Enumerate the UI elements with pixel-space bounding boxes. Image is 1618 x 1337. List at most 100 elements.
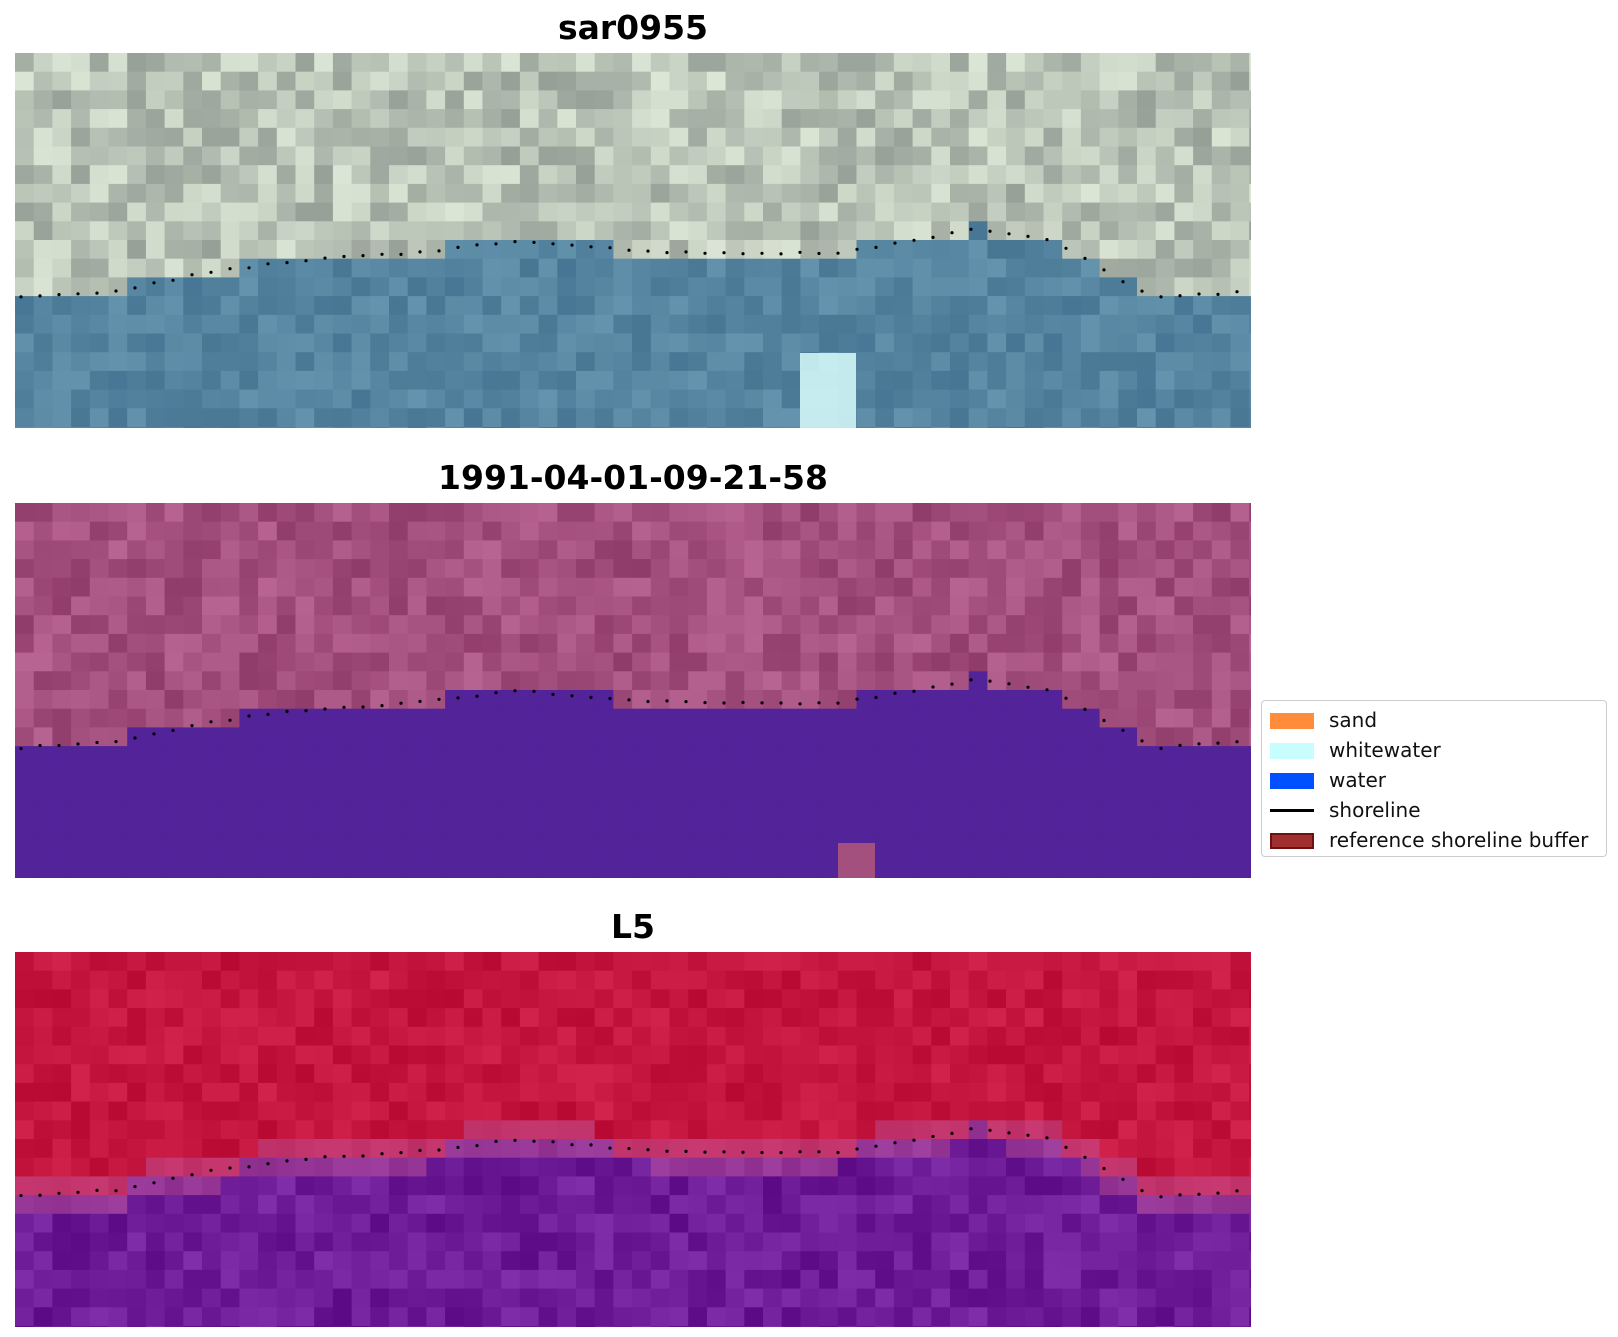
raster-pixel — [220, 952, 240, 972]
raster-pixel — [33, 839, 53, 859]
raster-pixel — [127, 352, 147, 372]
raster-pixel — [1043, 1064, 1063, 1084]
raster-pixel — [370, 221, 390, 241]
raster-pixel — [1080, 1269, 1101, 1290]
raster-pixel — [33, 165, 53, 185]
raster-pixel — [875, 690, 895, 710]
raster-pixel — [183, 1213, 203, 1234]
raster-pixel — [557, 221, 577, 241]
raster-pixel — [1099, 1064, 1119, 1084]
raster-pixel — [968, 1157, 988, 1177]
raster-pixel — [1174, 427, 1194, 428]
raster-pixel — [1118, 671, 1138, 691]
raster-pixel — [987, 1195, 1007, 1215]
raster-pixel — [950, 952, 970, 972]
raster-pixel — [931, 802, 951, 822]
raster-pixel — [89, 1101, 110, 1121]
raster-pixel — [594, 408, 614, 428]
shoreline-point — [1007, 1131, 1011, 1135]
shoreline-point — [209, 270, 213, 274]
raster-pixel — [837, 165, 858, 185]
raster-pixel — [594, 1176, 614, 1196]
raster-pixel — [763, 165, 783, 185]
raster-pixel — [1099, 690, 1119, 710]
raster-pixel — [1043, 109, 1063, 129]
raster-pixel — [71, 127, 91, 148]
raster-pixel — [127, 1064, 147, 1084]
raster-pixel — [276, 240, 297, 260]
raster-pixel — [837, 1082, 858, 1103]
raster-pixel — [108, 577, 128, 598]
raster-pixel — [893, 202, 914, 222]
raster-pixel — [893, 764, 914, 785]
raster-pixel — [744, 352, 764, 372]
raster-pixel — [127, 989, 147, 1009]
raster-pixel — [950, 221, 970, 241]
shoreline-point — [1083, 256, 1087, 260]
raster-pixel — [950, 427, 970, 428]
raster-pixel — [183, 820, 203, 841]
raster-pixel — [295, 53, 315, 73]
raster-pixel — [650, 652, 671, 672]
raster-pixel — [706, 708, 727, 728]
raster-pixel — [314, 1064, 334, 1084]
raster-pixel — [1174, 277, 1194, 297]
raster-pixel — [463, 146, 484, 166]
raster-pixel — [276, 615, 297, 635]
raster-pixel — [538, 708, 558, 728]
raster-pixel — [744, 90, 764, 110]
raster-pixel — [276, 1251, 297, 1271]
raster-pixel — [164, 540, 184, 560]
raster-pixel — [1211, 746, 1232, 766]
raster-pixel — [501, 727, 521, 747]
raster-pixel — [950, 1026, 970, 1047]
raster-pixel — [744, 408, 764, 428]
raster-pixel — [1099, 71, 1119, 91]
raster-pixel — [763, 221, 783, 241]
raster-pixel — [1174, 221, 1194, 241]
raster-pixel — [52, 389, 72, 409]
raster-pixel — [519, 165, 540, 185]
raster-pixel — [1006, 183, 1026, 204]
raster-pixel — [220, 1026, 240, 1047]
raster-pixel — [351, 352, 371, 372]
raster-pixel — [781, 783, 801, 803]
raster-pixel — [164, 877, 184, 878]
raster-pixel — [763, 671, 783, 691]
raster-pixel — [351, 1195, 371, 1215]
raster-pixel — [987, 90, 1007, 110]
raster-pixel — [781, 109, 801, 129]
raster-pixel — [650, 277, 671, 297]
raster-pixel — [1043, 1082, 1063, 1103]
raster-pixel — [407, 877, 427, 878]
raster-pixel — [950, 746, 970, 766]
raster-pixel — [1249, 127, 1251, 148]
raster-pixel — [1006, 503, 1026, 523]
raster-pixel — [1006, 277, 1026, 297]
raster-pixel — [127, 1120, 147, 1140]
raster-pixel — [389, 408, 409, 428]
raster-pixel — [688, 1326, 708, 1327]
raster-pixel — [183, 596, 203, 616]
raster-pixel — [763, 1213, 783, 1234]
raster-pixel — [1137, 1307, 1157, 1327]
raster-pixel — [1062, 877, 1082, 878]
raster-pixel — [370, 90, 390, 110]
raster-pixel — [482, 71, 502, 91]
raster-pixel — [819, 333, 839, 353]
raster-pixel — [706, 370, 727, 391]
shoreline-point — [570, 1143, 574, 1147]
raster-pixel — [1024, 1288, 1045, 1308]
raster-pixel — [781, 989, 801, 1009]
raster-pixel — [89, 708, 110, 728]
raster-pixel — [613, 165, 633, 185]
raster-pixel — [426, 1082, 446, 1103]
raster-pixel — [108, 858, 128, 878]
raster-pixel — [239, 596, 259, 616]
raster-pixel — [1137, 183, 1157, 204]
raster-pixel — [1137, 746, 1157, 766]
raster-pixel — [781, 90, 801, 110]
raster-pixel — [33, 577, 53, 598]
raster-pixel — [145, 652, 166, 672]
raster-pixel — [519, 596, 540, 616]
